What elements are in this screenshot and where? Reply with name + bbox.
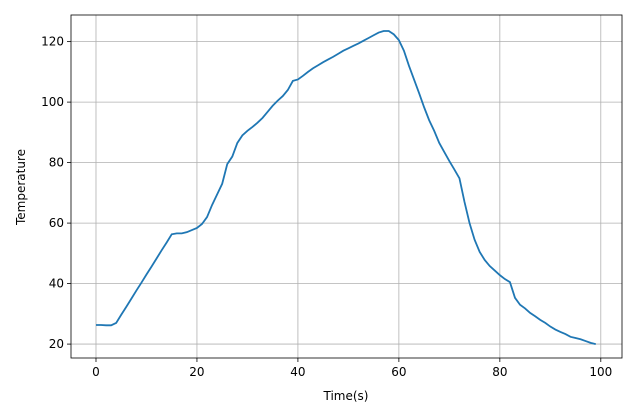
- y-axis-label: Temperature: [14, 149, 28, 226]
- y-tick-label: 40: [49, 277, 64, 291]
- x-tick-label: 20: [189, 365, 204, 379]
- y-tick-label: 120: [41, 35, 64, 49]
- x-tick-label: 60: [391, 365, 406, 379]
- y-tick-label: 60: [49, 216, 64, 230]
- y-tick-label: 100: [41, 95, 64, 109]
- x-tick-label: 80: [492, 365, 507, 379]
- x-tick-label: 40: [290, 365, 305, 379]
- x-axis-label: Time(s): [323, 389, 369, 403]
- plot-frame: [70, 14, 623, 359]
- x-tick-label: 100: [589, 365, 612, 379]
- data-line: [95, 30, 596, 345]
- y-tick-label: 80: [49, 156, 64, 170]
- y-tick-label: 20: [49, 337, 64, 351]
- x-tick-label: 0: [92, 365, 100, 379]
